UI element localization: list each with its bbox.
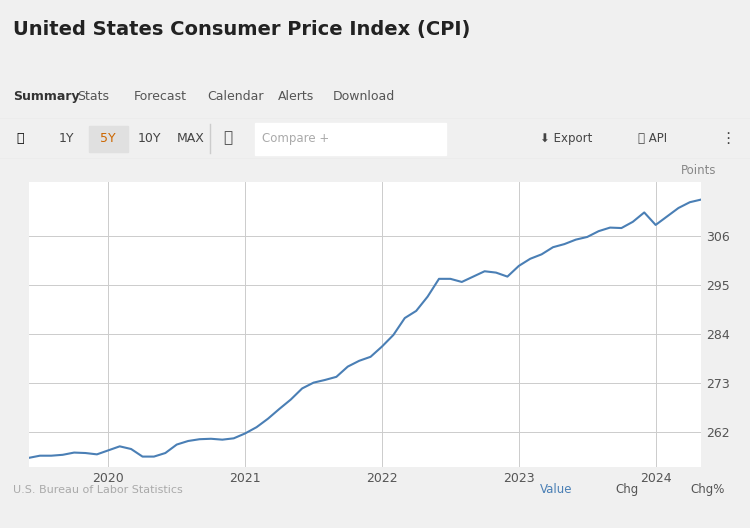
Text: United States Consumer Price Index (CPI): United States Consumer Price Index (CPI) bbox=[13, 20, 471, 39]
Text: Chg: Chg bbox=[615, 483, 638, 496]
Text: Summary: Summary bbox=[13, 90, 80, 103]
Text: ⬇ Export: ⬇ Export bbox=[540, 131, 592, 145]
Text: Chg%: Chg% bbox=[690, 483, 724, 496]
Text: Download: Download bbox=[332, 90, 394, 103]
Text: Alerts: Alerts bbox=[278, 90, 314, 103]
Bar bbox=[255, 123, 446, 155]
Text: U.S. Bureau of Labor Statistics: U.S. Bureau of Labor Statistics bbox=[13, 485, 183, 495]
Text: Points: Points bbox=[681, 164, 716, 177]
Bar bbox=[88, 126, 128, 152]
Text: MAX: MAX bbox=[176, 131, 205, 145]
Text: Forecast: Forecast bbox=[134, 90, 187, 103]
Text: 5Y: 5Y bbox=[100, 131, 116, 145]
Text: Stats: Stats bbox=[77, 90, 110, 103]
Text: Value: Value bbox=[540, 483, 572, 496]
Text: Compare +: Compare + bbox=[262, 131, 330, 145]
Text: 📅: 📅 bbox=[16, 131, 24, 145]
Text: ⋮: ⋮ bbox=[720, 130, 735, 146]
Text: 1Y: 1Y bbox=[59, 131, 74, 145]
Text: Calendar: Calendar bbox=[207, 90, 263, 103]
Text: 〜: 〜 bbox=[224, 130, 232, 146]
Text: 🗄 API: 🗄 API bbox=[638, 131, 667, 145]
Text: 10Y: 10Y bbox=[137, 131, 161, 145]
